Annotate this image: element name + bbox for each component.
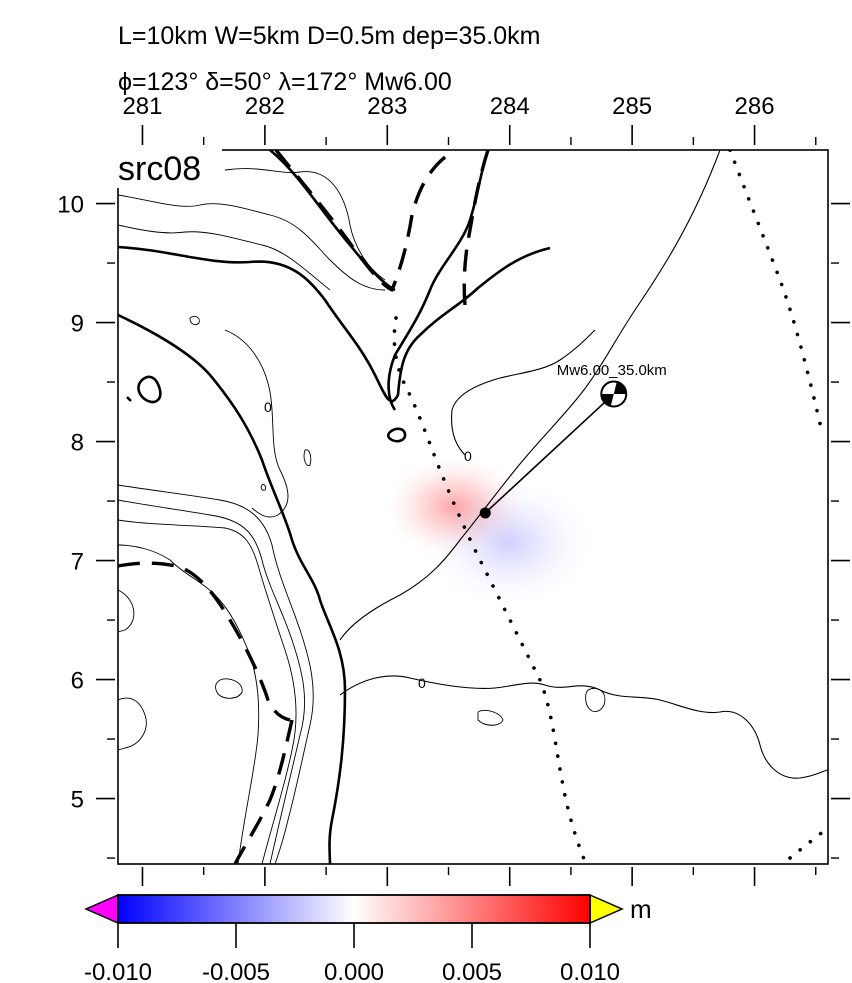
thin-contour-5 (118, 499, 306, 864)
colorbar-ticks: -0.010 -0.005 0.000 0.005 0.010 (84, 923, 620, 983)
thin-contour-west-zero (224, 329, 289, 518)
thick-contour-west (118, 313, 347, 864)
panel-label: src08 (118, 150, 201, 188)
y-tick-label-3: 8 (71, 430, 84, 457)
header-line2: ϕ=123° δ=50° λ=172° Mw6.00 (118, 68, 452, 96)
thin-contour-8 (118, 589, 135, 633)
thin-contour-4 (118, 484, 314, 864)
x-tick-label-4: 285 (612, 93, 652, 120)
header-line1: L=10km W=5km D=0.5m dep=35.0km (118, 22, 540, 50)
colorbar-tick-label-3: 0.005 (442, 959, 502, 983)
thin-island-d (260, 484, 267, 491)
source-label: Mw6.00_35.0km (557, 362, 667, 379)
x-tick-label-0: 281 (122, 93, 162, 120)
thin-island-f (585, 687, 606, 712)
y-tick-label-5: 10 (57, 192, 84, 219)
thin-contour-6 (118, 519, 297, 864)
dotted-trench-3 (788, 826, 828, 860)
x-tick-label-3: 284 (490, 93, 530, 120)
bathymetry-contours (118, 150, 828, 864)
y-tick-label-4: 9 (71, 311, 84, 338)
dashed-contour-2 (462, 150, 490, 306)
thin-island-a (215, 678, 243, 699)
contour-label-3: 0 (418, 675, 426, 691)
beachball-compression-2 (601, 393, 614, 407)
x-tick-label-1: 282 (245, 93, 285, 120)
colorbar-tick-label-0: -0.010 (84, 959, 152, 983)
thin-contour-7 (118, 544, 260, 864)
zero-contour-inner (451, 329, 596, 456)
fault-top-marker (479, 507, 491, 519)
focal-mechanism-beachball (600, 380, 628, 408)
x-tick-label-5: 286 (735, 93, 775, 120)
thin-island-b (189, 315, 200, 326)
y-tick-label-2: 7 (71, 549, 84, 576)
thin-contour-3 (118, 224, 331, 291)
thick-island-1 (137, 375, 162, 404)
thick-island-3 (126, 396, 132, 402)
beachball-compression-1 (613, 381, 627, 394)
thick-contour-north (118, 245, 551, 403)
subsidence-lobe (419, 472, 600, 613)
contour-label-1: 0 (264, 399, 272, 415)
thin-contour-1 (224, 168, 386, 281)
thick-contour-east (387, 150, 490, 411)
x-tick-label-2: 283 (367, 93, 407, 120)
colorbar-gradient-bar (117, 894, 591, 924)
y-ticks: 5 6 7 8 9 10 (57, 192, 850, 859)
colorbar-tick-label-2: 0.000 (324, 959, 384, 983)
dotted-trench-2 (728, 150, 824, 434)
plot-frame (117, 149, 829, 865)
thin-contour-9 (118, 697, 147, 751)
dashed-contour-1 (274, 150, 456, 292)
zero-contour-south (339, 675, 828, 779)
thick-island-2 (386, 427, 407, 443)
panel-label-bg (114, 148, 222, 188)
fault-trace-line (484, 393, 615, 514)
colorbar-under-triangle (84, 893, 119, 925)
plot-area: 0 0 0 Mw6.00_35.0km (118, 150, 828, 864)
y-tick-label-0: 5 (71, 787, 84, 814)
colorbar-over-triangle (589, 893, 624, 925)
dashed-contour-4 (233, 719, 294, 864)
contour-label-2: 0 (464, 448, 472, 464)
colorbar-tick-label-1: -0.005 (202, 959, 270, 983)
thin-island-e (477, 709, 504, 726)
thin-contour-2 (118, 194, 386, 291)
x-ticks: 281 282 283 284 285 286 (122, 93, 817, 886)
zero-contour-ne (339, 150, 721, 641)
thin-island-c (303, 449, 312, 467)
y-tick-label-1: 6 (71, 668, 84, 695)
colorbar: -0.010 -0.005 0.000 0.005 0.010 m (84, 893, 652, 983)
colorbar-unit: m (630, 894, 652, 924)
colorbar-tick-label-4: 0.010 (560, 959, 620, 983)
dashed-contour-3 (118, 561, 291, 722)
